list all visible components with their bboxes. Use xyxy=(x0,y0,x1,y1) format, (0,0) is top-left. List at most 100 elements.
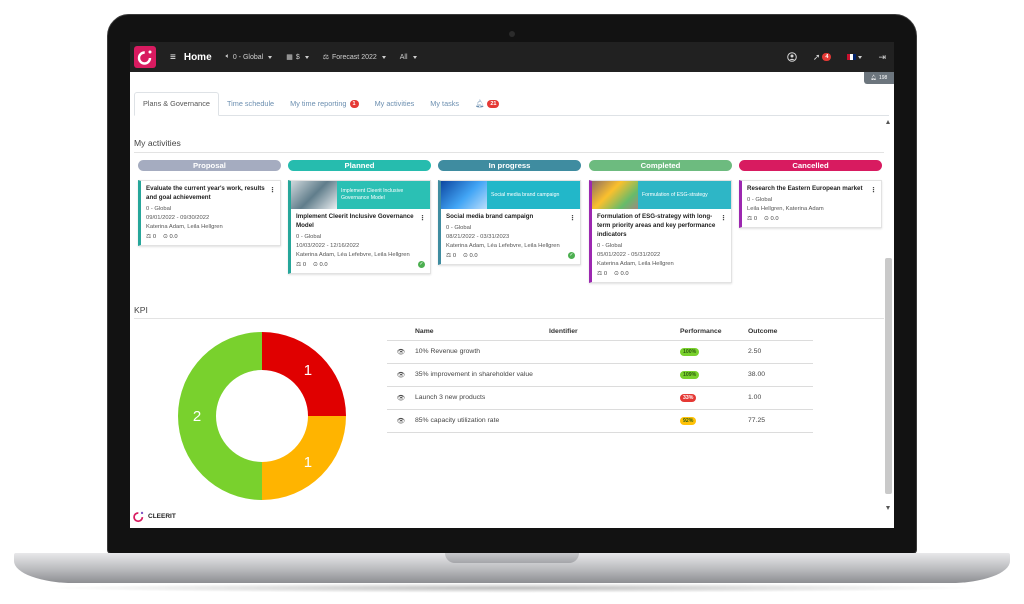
tab-plans-governance[interactable]: Plans & Governance xyxy=(134,92,219,116)
cleerit-logo-icon[interactable] xyxy=(134,46,156,68)
card-menu-icon[interactable]: ⋮ xyxy=(870,187,877,194)
card-body: Social media brand campaign ⋮ 0 - Global 08… xyxy=(441,209,580,264)
activity-card[interactable]: Social media brand campaign Social media … xyxy=(438,180,581,265)
tab-my-tasks[interactable]: My tasks xyxy=(422,93,467,115)
column-header-outcome[interactable]: Outcome xyxy=(748,324,813,341)
kpi-name[interactable]: 85% capacity utilization rate xyxy=(415,409,549,433)
org-dropdown[interactable]: 🔈︎ 0 - Global xyxy=(226,53,273,61)
tab-notifications[interactable]: 🔔︎ 21 xyxy=(467,93,507,115)
tab-badge: 1 xyxy=(349,99,359,108)
tab-label: My time reporting xyxy=(290,99,347,108)
column-header-name[interactable]: Name xyxy=(415,324,549,341)
scenario-dropdown[interactable]: ⚖︎ Forecast 2022 xyxy=(323,53,386,61)
performance-badge: 92% xyxy=(680,416,697,425)
card-dates: 05/01/2022 - 05/31/2022 xyxy=(597,251,661,258)
tab-time-schedule[interactable]: Time schedule xyxy=(219,93,282,115)
notification-strip[interactable]: 🔔︎ 198 xyxy=(864,72,894,84)
view-eye-icon[interactable]: 👁︎ xyxy=(387,340,415,364)
view-eye-icon[interactable]: 👁︎ xyxy=(387,409,415,433)
card-menu-icon[interactable]: ⋮ xyxy=(720,215,727,222)
vertical-scrollbar[interactable] xyxy=(885,120,892,510)
top-navbar: ≡ Home 🔈︎ 0 - Global ▦ $ ⚖︎ Forecast 202… xyxy=(130,42,894,72)
card-banner: Social media brand campaign xyxy=(441,181,580,209)
card-tasks: ⚖︎ 0 xyxy=(597,270,608,277)
kpi-table-row[interactable]: 👁︎ 85% capacity utilization rate 92% 77.25 xyxy=(387,409,813,433)
tab-bar: Plans & Governance Time schedule My time… xyxy=(134,92,889,116)
card-people: Katerina Adam, Leila Hellgren xyxy=(146,223,223,230)
user-icon[interactable] xyxy=(787,52,797,62)
scroll-thumb[interactable] xyxy=(885,258,892,494)
navbar-right: ➚ 4 ⇥ xyxy=(787,52,886,63)
card-tasks-count: 0 xyxy=(603,270,608,277)
performance-badge: 33% xyxy=(680,393,697,402)
logout-icon[interactable]: ⇥ xyxy=(878,51,886,62)
card-dates: 09/01/2022 - 09/30/2022 xyxy=(146,214,210,221)
scale-icon: ⚖︎ xyxy=(322,54,330,61)
kanban-column-header: Cancelled xyxy=(739,160,882,171)
activities-section-title: My activities xyxy=(134,138,181,148)
card-menu-icon[interactable]: ⋮ xyxy=(419,215,426,222)
kpi-table-row[interactable]: 👁︎ 10% Revenue growth 100% 2.50 xyxy=(387,340,813,364)
performance-badge: 109% xyxy=(680,370,700,379)
footer-brand: CLEERIT xyxy=(132,510,176,523)
kanban-column: Completed Formulation of ESG-strategy Form… xyxy=(589,160,732,283)
card-menu-icon[interactable]: ⋮ xyxy=(269,187,276,194)
card-tasks-count: 0 xyxy=(152,233,157,240)
bell-icon: 🔔︎ xyxy=(870,75,877,81)
card-banner-image xyxy=(441,181,487,209)
card-title[interactable]: Implement Cleerit Inclusive Governance M… xyxy=(296,213,414,229)
activity-card[interactable]: Evaluate the current year's work, result… xyxy=(138,180,281,246)
filter-dropdown[interactable]: All xyxy=(400,54,417,61)
kanban-column: Cancelled Research the Eastern European m… xyxy=(739,160,882,228)
card-title[interactable]: Formulation of ESG-strategy with long-te… xyxy=(597,213,716,238)
scroll-up-arrow-icon[interactable] xyxy=(886,120,890,124)
kpi-name[interactable]: 10% Revenue growth xyxy=(415,340,549,364)
activity-card[interactable]: Formulation of ESG-strategy Formulation o… xyxy=(589,180,732,283)
card-title[interactable]: Evaluate the current year's work, result… xyxy=(146,185,265,201)
donut-slice[interactable] xyxy=(262,416,346,500)
card-title[interactable]: Research the Eastern European market xyxy=(747,185,863,192)
card-tasks: ⚖︎ 0 xyxy=(446,252,457,259)
bell-icon: 🔔︎ xyxy=(475,99,485,108)
card-people: Katerina Adam, Léa Lefebvre, Leila Hellg… xyxy=(446,242,560,249)
activity-card[interactable]: Implement Cleerit Inclusive Governance M… xyxy=(288,180,431,274)
card-banner: Implement Cleerit Inclusive Governance M… xyxy=(291,181,430,209)
tab-badge: 21 xyxy=(487,99,500,108)
column-header-identifier[interactable]: Identifier xyxy=(549,324,680,341)
kpi-name[interactable]: Launch 3 new products xyxy=(415,386,549,410)
card-org: 0 - Global xyxy=(597,242,623,249)
language-dropdown[interactable] xyxy=(847,54,863,60)
kpi-name[interactable]: 35% improvement in shareholder value xyxy=(415,363,549,387)
column-header-performance[interactable]: Performance xyxy=(680,324,748,341)
card-org: 0 - Global xyxy=(747,196,773,203)
footer-brand-text: CLEERIT xyxy=(148,513,176,520)
tab-my-activities[interactable]: My activities xyxy=(367,93,423,115)
donut-slice[interactable] xyxy=(262,332,346,416)
chevron-down-icon xyxy=(858,55,863,59)
tab-label: My tasks xyxy=(430,99,460,108)
kpi-table-row[interactable]: 👁︎ Launch 3 new products 33% 1.00 xyxy=(387,386,813,410)
notifications-button[interactable]: ➚ 4 xyxy=(813,52,832,63)
activity-card[interactable]: Research the Eastern European market ⋮ 0 -… xyxy=(739,180,882,228)
view-eye-icon[interactable]: 👁︎ xyxy=(387,363,415,387)
card-people: Katerina Adam, Léa Lefebvre, Leila Hellg… xyxy=(296,251,410,258)
view-column-header xyxy=(387,324,415,341)
card-people: Leila Hellgren, Katerina Adam xyxy=(747,205,824,212)
currency-dropdown[interactable]: ▦ $ xyxy=(286,53,309,61)
card-menu-icon[interactable]: ⋮ xyxy=(569,215,576,222)
kpi-table-row[interactable]: 👁︎ 35% improvement in shareholder value 10… xyxy=(387,363,813,387)
card-body: Research the Eastern European market ⋮ 0 -… xyxy=(742,181,881,227)
tab-my-time-reporting[interactable]: My time reporting 1 xyxy=(282,93,366,115)
donut-slice[interactable] xyxy=(178,332,262,500)
tab-label: Time schedule xyxy=(226,99,275,108)
home-link[interactable]: Home xyxy=(183,51,212,63)
kpi-outcome: 38.00 xyxy=(748,363,813,387)
card-title[interactable]: Social media brand campaign xyxy=(446,213,534,220)
hamburger-menu-icon[interactable]: ≡ xyxy=(170,51,176,63)
view-eye-icon[interactable]: 👁︎ xyxy=(387,386,415,410)
card-time-value: 0.0 xyxy=(469,252,478,259)
card-dates: 08/21/2022 - 03/31/2023 xyxy=(446,233,510,240)
scroll-down-arrow-icon[interactable] xyxy=(886,506,890,510)
donut-slice-label: 1 xyxy=(304,362,312,379)
card-banner-text: Social media brand campaign xyxy=(491,191,560,198)
